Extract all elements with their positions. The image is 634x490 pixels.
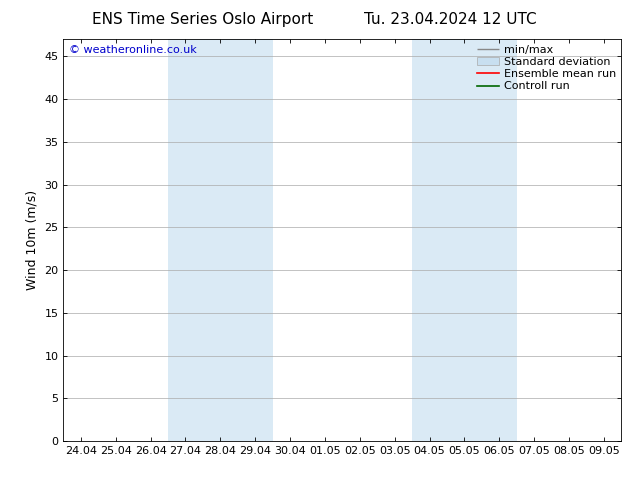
Bar	[168, 39, 273, 441]
Text: Tu. 23.04.2024 12 UTC: Tu. 23.04.2024 12 UTC	[364, 12, 536, 27]
Bar	[412, 39, 517, 441]
Text: © weatheronline.co.uk: © weatheronline.co.uk	[69, 45, 197, 55]
Text: ENS Time Series Oslo Airport: ENS Time Series Oslo Airport	[93, 12, 313, 27]
Legend: min/max, Standard deviation, Ensemble mean run, Controll run: min/max, Standard deviation, Ensemble me…	[477, 45, 616, 92]
Y-axis label: Wind 10m (m/s): Wind 10m (m/s)	[26, 190, 39, 290]
